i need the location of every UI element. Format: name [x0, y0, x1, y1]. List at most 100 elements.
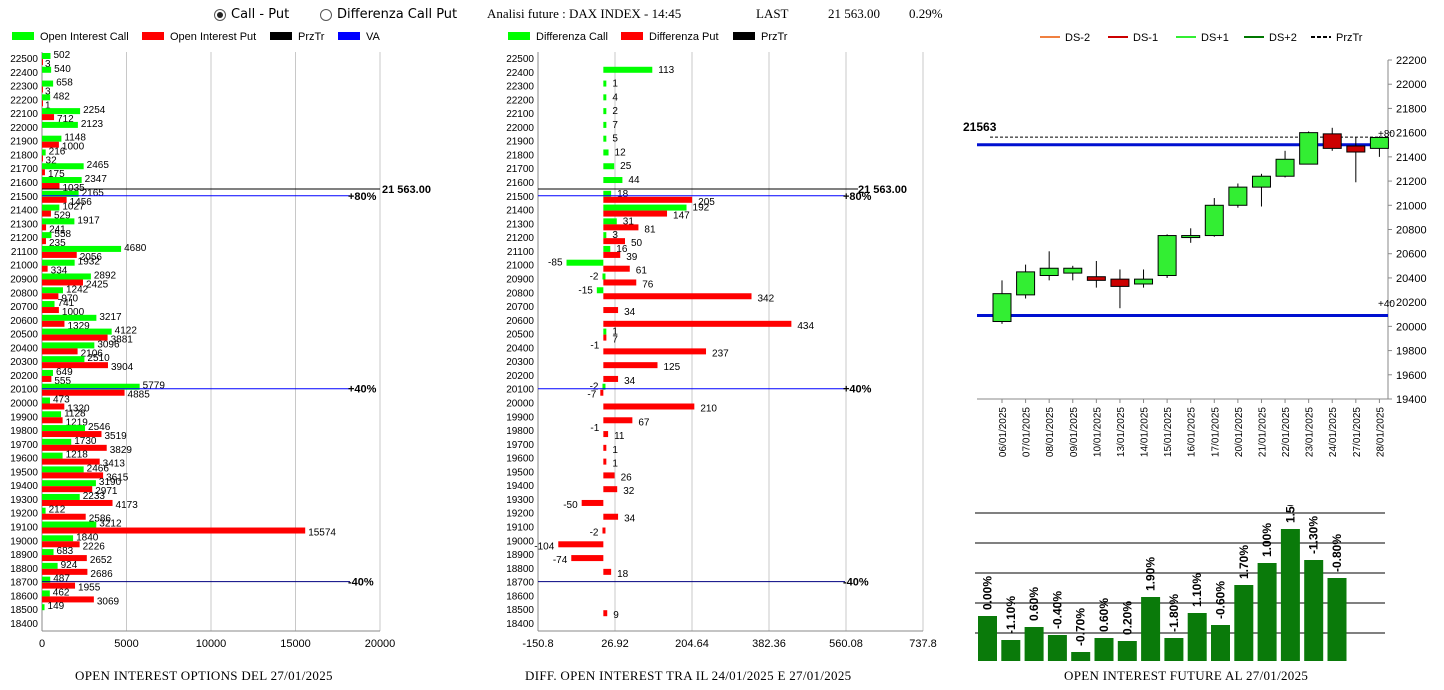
put-bar: [42, 320, 65, 327]
legend-swatch: [508, 32, 530, 40]
call-bar: [42, 177, 82, 184]
y-tick-label: 19400: [1396, 394, 1427, 406]
future-bar-label: -0.80%: [1330, 534, 1344, 572]
va-label: +40%: [348, 384, 377, 396]
radio-call-put[interactable]: Call - Put: [214, 7, 289, 22]
put-diff-bar: [603, 265, 630, 272]
legend-swatch: [270, 32, 292, 40]
date-label: 20/01/2025: [1234, 407, 1245, 457]
strike-label: 19500: [10, 467, 38, 478]
future-bar-label: 0.60%: [1027, 587, 1041, 621]
candle-body: [1275, 158, 1295, 177]
legend-swatch: [338, 32, 360, 40]
future-bar: [1071, 652, 1091, 661]
date-label: 21/01/2025: [1257, 407, 1268, 457]
call-diff-bar: [602, 273, 606, 280]
strike-label: 20300: [506, 357, 534, 368]
strike-label: 20800: [506, 288, 534, 299]
strike-label: 18700: [10, 578, 38, 589]
call-value: 540: [54, 64, 71, 75]
call-diff-value: -2: [590, 382, 599, 393]
call-value: 1148: [64, 133, 86, 144]
put-value: 3615: [106, 472, 129, 483]
legend-label: DS-2: [1065, 32, 1090, 44]
call-bar: [42, 438, 72, 445]
y-tick-label: 21600: [1396, 128, 1427, 140]
future-bar: [978, 616, 997, 661]
va-label: +80%: [843, 191, 872, 203]
radio-differenza[interactable]: Differenza Call Put: [320, 7, 457, 22]
future-bar-label: 1.10%: [1190, 573, 1204, 607]
call-value: 683: [57, 546, 74, 557]
call-value: 2123: [81, 119, 104, 130]
call-value: 4680: [124, 243, 147, 254]
put-value: 1000: [62, 307, 85, 318]
call-bar: [42, 94, 51, 101]
put-diff-value: -2: [590, 528, 599, 539]
put-bar: [42, 431, 102, 438]
call-value: 3096: [97, 339, 120, 350]
strike-label: 20600: [506, 316, 534, 327]
strike-label: 19200: [506, 509, 534, 520]
y-tick-label: 21200: [1396, 176, 1427, 188]
call-value: 5779: [143, 381, 166, 392]
header-last-value: 21 563.00: [828, 6, 880, 21]
call-bar: [42, 383, 140, 390]
candle-body: [1228, 186, 1248, 206]
x-tick-label: 0: [39, 638, 45, 650]
put-bar: [42, 403, 65, 410]
put-diff-bar: [602, 527, 606, 534]
put-value: 2971: [95, 486, 118, 497]
call-diff-value: -1: [590, 340, 599, 351]
call-diff-value: -85: [548, 258, 563, 269]
date-label: 24/01/2025: [1328, 407, 1339, 457]
call-diff-value: 3: [612, 230, 618, 241]
strike-label: 18900: [10, 550, 38, 561]
call-bar: [42, 163, 84, 170]
strike-label: 21100: [11, 247, 39, 258]
put-value: 2106: [81, 348, 104, 359]
strike-label: 18500: [506, 605, 534, 616]
radio-unselected-icon[interactable]: [320, 8, 332, 21]
va-label: +80%: [348, 191, 377, 203]
call-value: 741: [58, 298, 75, 309]
date-label: 17/01/2025: [1210, 407, 1221, 457]
call-value: 558: [54, 229, 71, 240]
put-diff-value: 11: [614, 431, 625, 442]
candle-body: [1181, 235, 1201, 239]
strike-label: 20700: [10, 302, 38, 313]
future-bar-label: 1.00%: [1260, 523, 1274, 557]
y-tick-label: 19800: [1396, 346, 1427, 358]
put-diff-bar: [603, 238, 625, 245]
call-value: 649: [56, 367, 73, 378]
put-diff-bar: [603, 348, 707, 355]
strike-label: 22300: [10, 82, 38, 93]
call-bar: [42, 190, 79, 197]
put-bar: [42, 348, 78, 355]
va-label: -40%: [843, 577, 869, 589]
put-value: 970: [61, 293, 78, 304]
put-bar: [42, 541, 80, 548]
date-label: 13/01/2025: [1116, 407, 1127, 457]
call-value: 502: [53, 50, 70, 61]
call-value: 3212: [99, 519, 122, 530]
strike-label: 19200: [10, 509, 38, 520]
put-bar: [42, 499, 113, 506]
candlestick-chart: DS-2 DS-1 DS+1 DS+2 PrzTr 22200 22000 21800 2160…: [963, 32, 1427, 457]
radio-selected-icon[interactable]: [214, 8, 226, 21]
strike-label: 20400: [506, 343, 534, 354]
strike-label: 19900: [506, 412, 534, 423]
put-bar: [42, 596, 94, 603]
call-bar: [42, 507, 46, 514]
put-value: 3413: [103, 459, 126, 470]
strike-label: 21600: [10, 178, 38, 189]
va-label: -40%: [348, 577, 374, 589]
put-bar: [42, 141, 59, 148]
strike-label: 19400: [10, 481, 38, 492]
put-value: 2056: [80, 252, 103, 263]
put-diff-bar: [603, 293, 752, 300]
strike-label: 20700: [506, 302, 534, 313]
candle-body: [1251, 175, 1271, 188]
put-value: 15574: [308, 528, 336, 539]
call-value: 1917: [77, 215, 100, 226]
